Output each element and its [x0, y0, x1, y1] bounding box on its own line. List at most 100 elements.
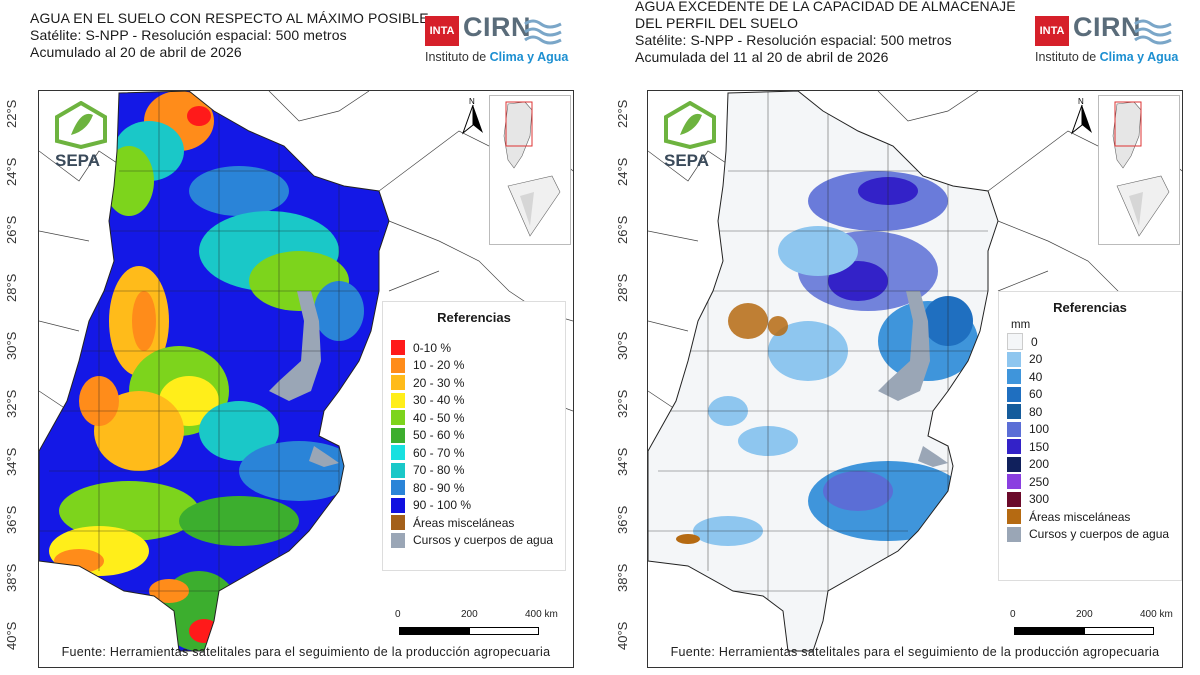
legend-entry: 50 - 60 % — [391, 427, 557, 445]
panel-header: AGUA EXCEDENTE DE LA CAPACIDAD DE ALMACE… — [635, 0, 1035, 66]
legend-entry: Cursos y cuerpos de agua — [1007, 526, 1173, 544]
inset-map — [1112, 101, 1170, 237]
parana-river — [269, 291, 321, 401]
scale-segment-white — [1084, 627, 1154, 635]
argentina-outline — [648, 91, 999, 652]
institute-prefix: Instituto de — [1035, 50, 1100, 64]
legend-label: 0-10 % — [413, 340, 452, 355]
scale-segment-black — [399, 627, 469, 635]
legend-entry: 200 — [1007, 456, 1173, 474]
legend-swatch — [1007, 491, 1021, 507]
legend-entry: 250 — [1007, 473, 1173, 491]
legend-swatch — [391, 480, 405, 496]
legend-label: 20 - 30 % — [413, 375, 465, 390]
soil-water-panel: AGUA EN EL SUELO CON RESPECTO AL MÁXIMO … — [0, 0, 595, 675]
latitude-label: 40°S — [615, 621, 630, 650]
legend-entry: 0-10 % — [391, 339, 557, 357]
inta-logo: INTA — [425, 16, 459, 46]
inta-logo: INTA — [1035, 16, 1069, 46]
legend-label: Áreas misceláneas — [413, 515, 515, 530]
district-boundaries — [39, 91, 379, 651]
legend-label: 0 — [1031, 334, 1038, 349]
latitude-label: 22°S — [4, 99, 19, 128]
scale-bar: 0 200 400 km — [1004, 609, 1174, 639]
legend-label: 20 — [1029, 352, 1043, 367]
legend-label: Cursos y cuerpos de agua — [1029, 527, 1170, 542]
map-title: AGUA EN EL SUELO CON RESPECTO AL MÁXIMO … — [30, 10, 429, 26]
institute-prefix: Instituto de — [425, 50, 490, 64]
legend-label: 40 - 50 % — [413, 410, 465, 425]
inta-cirn-logo: INTA CIRN Instituto de Clima y Agua — [425, 12, 575, 66]
legend-swatch — [1007, 439, 1021, 455]
legend-label: 100 — [1029, 422, 1050, 437]
legend-entry: 70 - 80 % — [391, 462, 557, 480]
latitude-label: 34°S — [615, 447, 630, 476]
legend-swatch — [391, 392, 405, 408]
cirn-logo-text: CIRN — [1073, 12, 1141, 42]
latitude-label: 24°S — [615, 157, 630, 186]
north-label: N — [1078, 97, 1084, 106]
argentina-outline — [39, 91, 390, 652]
scale-label-200: 200 — [1076, 609, 1093, 620]
legend-swatch — [391, 357, 405, 373]
legend-label: 80 — [1029, 404, 1043, 419]
north-arrow-icon: N — [461, 97, 483, 135]
legend-swatch — [1007, 509, 1021, 525]
inta-cirn-logo: INTA CIRN Instituto de Clima y Agua — [1035, 12, 1185, 66]
legend-swatch — [1007, 404, 1021, 420]
sepa-logo: SEPA — [662, 100, 722, 171]
rio-de-la-plata — [918, 446, 948, 467]
latitude-label: 30°S — [4, 331, 19, 360]
legend-swatch — [1007, 456, 1021, 472]
legend-label: 60 - 70 % — [413, 445, 465, 460]
legend-swatch — [391, 462, 405, 478]
legend-entry: 20 - 30 % — [391, 374, 557, 392]
soil-water-map — [39, 91, 573, 652]
sepa-text: SEPA — [55, 151, 101, 170]
legend-label: 250 — [1029, 474, 1050, 489]
satellite-info: Satélite: S-NPP - Resolución espacial: 5… — [30, 27, 347, 43]
sepa-logo: SEPA — [53, 100, 113, 171]
legend-title: Referencias — [1053, 300, 1127, 315]
legend-entry: 90 - 100 % — [391, 497, 557, 515]
latitude-label: 26°S — [4, 215, 19, 244]
map-frame: SEPA N Referencias mm 0 20 40 60 80 100 150 200… — [647, 90, 1183, 668]
legend-label: 50 - 60 % — [413, 428, 465, 443]
latitude-axis: 22°S 24°S 26°S 28°S 30°S 32°S 34°S 36°S 38°S 40°S — [615, 90, 645, 666]
sepa-text: SEPA — [664, 151, 710, 170]
institute-highlight: Clima y Agua — [489, 50, 569, 64]
parana-river — [878, 291, 930, 401]
map-legend: Referencias mm 0 20 40 60 80 100 150 200 250 300 Á… — [998, 291, 1182, 581]
scale-segment-black — [1014, 627, 1084, 635]
scale-label-0: 0 — [1010, 609, 1016, 620]
legend-entry: 60 — [1007, 386, 1173, 404]
legend-swatch — [391, 445, 405, 461]
legend-entry: 80 — [1007, 403, 1173, 421]
legend-entry: 0 — [1007, 333, 1173, 351]
legend-label: 60 — [1029, 387, 1043, 402]
scale-label-400: 400 km — [1140, 609, 1173, 620]
date-info: Acumulada del 11 al 20 de abril de 2026 — [635, 49, 889, 65]
legend-swatch — [1007, 351, 1021, 367]
latitude-label: 26°S — [615, 215, 630, 244]
legend-swatch — [1007, 474, 1021, 490]
legend-swatch — [1007, 369, 1021, 385]
legend-label: Cursos y cuerpos de agua — [413, 533, 554, 548]
north-arrow: N — [459, 95, 487, 135]
latitude-label: 30°S — [615, 331, 630, 360]
scale-segment-white — [469, 627, 539, 635]
legend-label: 90 - 100 % — [413, 498, 472, 513]
scale-label-200: 200 — [461, 609, 478, 620]
inset-map — [503, 101, 561, 237]
legend-label: 30 - 40 % — [413, 393, 465, 408]
north-label: N — [469, 97, 475, 106]
panel-header: AGUA EN EL SUELO CON RESPECTO AL MÁXIMO … — [30, 10, 430, 61]
latitude-label: 36°S — [4, 505, 19, 534]
legend-label: 150 — [1029, 439, 1050, 454]
legend-entry: 150 — [1007, 438, 1173, 456]
north-arrow-icon: N — [1070, 97, 1092, 135]
latitude-label: 32°S — [615, 389, 630, 418]
cirn-logo-text: CIRN — [463, 12, 531, 42]
legend-entry: 30 - 40 % — [391, 392, 557, 410]
excess-water-map — [648, 91, 1182, 652]
